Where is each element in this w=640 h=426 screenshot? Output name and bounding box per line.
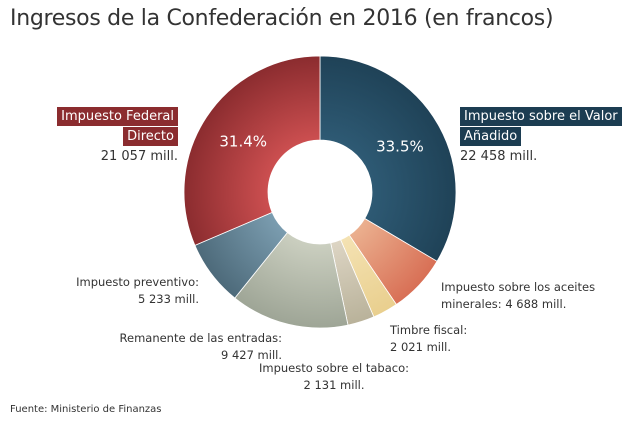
label-ifd-value: 21 057 mill.: [100, 149, 178, 164]
label-remanente: Remanente de las entradas: 9 427 mill.: [120, 330, 282, 364]
label-timbre-line2: 2 021 mill.: [390, 340, 452, 354]
label-aceites: Impuesto sobre los aceites minerales: 4 …: [441, 279, 595, 313]
label-aceites-line1: Impuesto sobre los aceites: [441, 280, 596, 294]
label-preventivo-line2: 5 233 mill.: [137, 292, 199, 306]
label-timbre: Timbre fiscal: 2 021 mill.: [390, 322, 467, 356]
label-iva-name-line1: Impuesto sobre el Valor: [460, 107, 622, 126]
label-ifd-name-line1: Impuesto Federal: [57, 107, 178, 126]
source-note: Fuente: Ministerio de Finanzas: [10, 404, 162, 415]
chart-title: Ingresos de la Confederación en 2016 (en…: [10, 6, 554, 31]
label-timbre-line1: Timbre fiscal:: [390, 323, 468, 337]
label-iva: Impuesto sobre el Valor Añadido 22 458 m…: [460, 107, 622, 166]
slice-impuesto-federal-directo: [183, 55, 321, 246]
label-remanente-line1: Remanente de las entradas:: [119, 331, 282, 345]
label-ifd: Impuesto Federal Directo 21 057 mill.: [57, 107, 178, 166]
slice-remanente-de-las-entradas: [234, 231, 349, 329]
label-tabaco-line1: Impuesto sobre el tabaco:: [258, 361, 410, 375]
percent-label: 33.5%: [376, 137, 424, 155]
label-ifd-name-line2: Directo: [123, 127, 178, 146]
slice-impuesto-sobre-el-valor-a-adido: [319, 55, 457, 262]
label-tabaco: Impuesto sobre el tabaco: 2 131 mill.: [254, 360, 414, 394]
label-iva-value: 22 458 mill.: [460, 149, 538, 164]
label-iva-name-line2: Añadido: [460, 127, 522, 146]
label-remanente-line2: 9 427 mill.: [220, 348, 282, 362]
label-tabaco-line2: 2 131 mill.: [303, 378, 365, 392]
label-aceites-line2: minerales: 4 688 mill.: [441, 297, 567, 311]
label-preventivo: Impuesto preventivo: 5 233 mill.: [76, 274, 199, 308]
percent-label: 31.4%: [219, 132, 267, 150]
label-preventivo-line1: Impuesto preventivo:: [76, 275, 199, 289]
